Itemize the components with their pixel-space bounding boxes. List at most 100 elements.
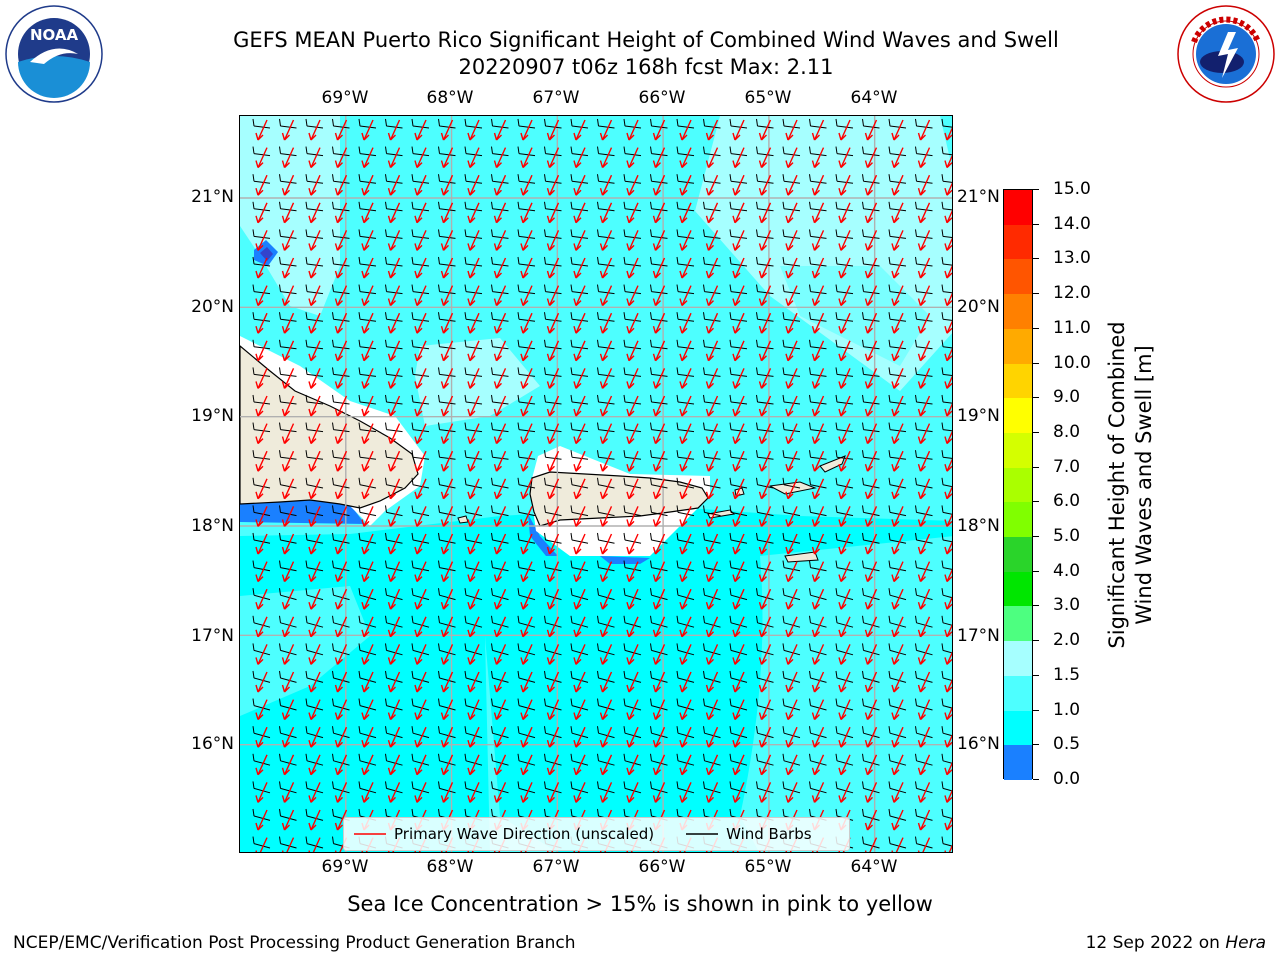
wave-direction-arrow xyxy=(679,423,692,445)
wind-barb xyxy=(464,477,483,489)
wind-barb xyxy=(756,422,774,433)
wind-barb xyxy=(570,339,589,350)
lat-label-right-20n: 20°N xyxy=(957,297,1000,317)
wave-direction-arrow xyxy=(387,174,401,196)
wind-barb xyxy=(252,505,271,517)
wind-barb xyxy=(305,201,324,212)
wind-barb xyxy=(411,781,430,794)
wave-direction-arrow xyxy=(414,616,427,638)
wind-barb xyxy=(358,174,377,184)
wind-barb xyxy=(305,422,324,433)
wind-barb xyxy=(332,477,350,489)
wind-barb xyxy=(358,698,377,711)
wave-direction-arrow xyxy=(917,230,931,251)
wind-barb xyxy=(941,698,952,709)
wave-direction-arrow xyxy=(493,174,507,196)
colorbar-segment xyxy=(1004,190,1032,226)
wind-barb xyxy=(915,118,933,129)
wave-direction-arrow xyxy=(546,726,560,748)
wind-barb xyxy=(756,560,774,572)
wind-barb xyxy=(862,367,880,377)
wind-barb xyxy=(756,450,774,460)
wind-barb xyxy=(941,422,952,432)
wind-barb xyxy=(756,698,774,711)
wind-barb xyxy=(915,753,933,766)
colorbar-tick-label: 12.0 xyxy=(1053,283,1091,304)
wind-barb xyxy=(650,726,668,739)
wave-direction-arrow xyxy=(414,644,427,665)
wave-direction-arrow xyxy=(891,202,904,224)
wave-direction-arrow xyxy=(573,726,586,748)
wind-barb xyxy=(491,284,509,295)
wave-direction-arrow xyxy=(467,147,480,169)
wave-direction-arrow xyxy=(467,368,480,389)
wind-barb xyxy=(782,477,801,489)
wind-barb xyxy=(862,477,880,489)
wind-barb xyxy=(835,588,854,601)
wind-barb xyxy=(464,698,483,711)
wave-direction-arrow xyxy=(891,533,904,555)
wind-barb xyxy=(782,643,801,656)
wave-direction-arrow xyxy=(573,147,586,169)
wind-barb xyxy=(915,146,933,157)
colorbar-tick-label: 13.0 xyxy=(1053,248,1091,269)
wind-barb xyxy=(623,781,642,794)
wave-direction-arrow xyxy=(440,450,454,472)
wave-direction-arrow xyxy=(308,809,321,831)
wind-barb xyxy=(279,753,297,766)
wave-direction-arrow xyxy=(758,119,772,141)
wind-barb xyxy=(279,588,297,601)
wind-barb xyxy=(411,726,430,739)
wind-barb xyxy=(305,532,324,544)
wave-direction-arrow xyxy=(864,644,878,665)
wave-direction-arrow xyxy=(573,671,586,693)
wind-barb xyxy=(279,726,297,739)
wind-barb xyxy=(305,560,324,572)
wind-barb xyxy=(835,560,854,572)
wave-direction-arrow xyxy=(414,478,427,500)
wind-barb xyxy=(385,505,403,517)
wave-direction-arrow xyxy=(546,644,560,665)
wind-barb xyxy=(915,450,933,460)
wind-barb xyxy=(729,560,748,572)
wave-direction-arrow xyxy=(520,395,533,417)
wave-direction-arrow xyxy=(440,119,454,141)
vieques-land xyxy=(707,509,736,519)
wind-barb xyxy=(888,836,907,849)
wave-direction-arrow xyxy=(891,644,904,665)
wind-barb xyxy=(782,146,801,157)
wave-direction-arrow xyxy=(652,782,666,803)
wave-direction-arrow xyxy=(626,450,639,472)
noaa-logo-text: NOAA xyxy=(30,26,79,44)
wave-direction-arrow xyxy=(414,368,427,389)
lat-label-right-17n: 17°N xyxy=(957,626,1000,646)
wind-barb xyxy=(862,146,880,157)
footer-date-text: 12 Sep 2022 on xyxy=(1085,933,1226,953)
wave-direction-arrow xyxy=(334,257,348,279)
wind-barb xyxy=(385,312,403,322)
wind-barb xyxy=(544,201,562,212)
wind-barb xyxy=(888,588,907,601)
wave-direction-arrow xyxy=(705,202,719,224)
wave-direction-arrow xyxy=(732,754,745,776)
lon-label-top-64w: 64°W xyxy=(850,88,898,108)
wind-barb xyxy=(464,615,483,628)
wave-direction-arrow xyxy=(493,285,507,307)
wind-barb xyxy=(862,643,880,656)
wind-barb xyxy=(756,256,774,267)
wave-direction-arrow xyxy=(679,699,692,721)
wind-barb xyxy=(915,505,933,517)
wind-barb xyxy=(862,450,880,460)
wave-direction-arrow xyxy=(705,340,719,362)
wave-direction-arrow xyxy=(864,312,878,334)
wave-direction-arrow xyxy=(652,230,666,251)
wave-direction-arrow xyxy=(679,340,692,362)
wave-direction-arrow xyxy=(732,202,745,224)
wave-direction-arrow xyxy=(891,809,904,831)
wind-barb xyxy=(650,477,668,489)
wave-direction-arrow xyxy=(467,506,480,527)
wave-direction-arrow xyxy=(917,202,931,224)
wave-direction-arrow xyxy=(308,257,321,279)
wind-barb xyxy=(623,394,642,405)
wave-direction-arrow xyxy=(944,154,952,169)
